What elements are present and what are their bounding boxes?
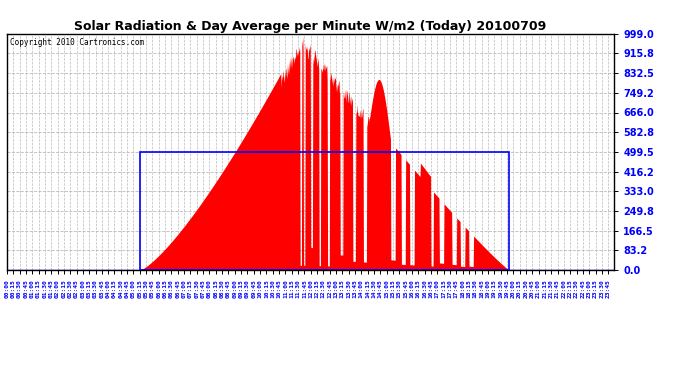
Title: Solar Radiation & Day Average per Minute W/m2 (Today) 20100709: Solar Radiation & Day Average per Minute… <box>75 20 546 33</box>
Bar <box>140 152 509 270</box>
Text: Copyright 2010 Cartronics.com: Copyright 2010 Cartronics.com <box>10 39 144 48</box>
